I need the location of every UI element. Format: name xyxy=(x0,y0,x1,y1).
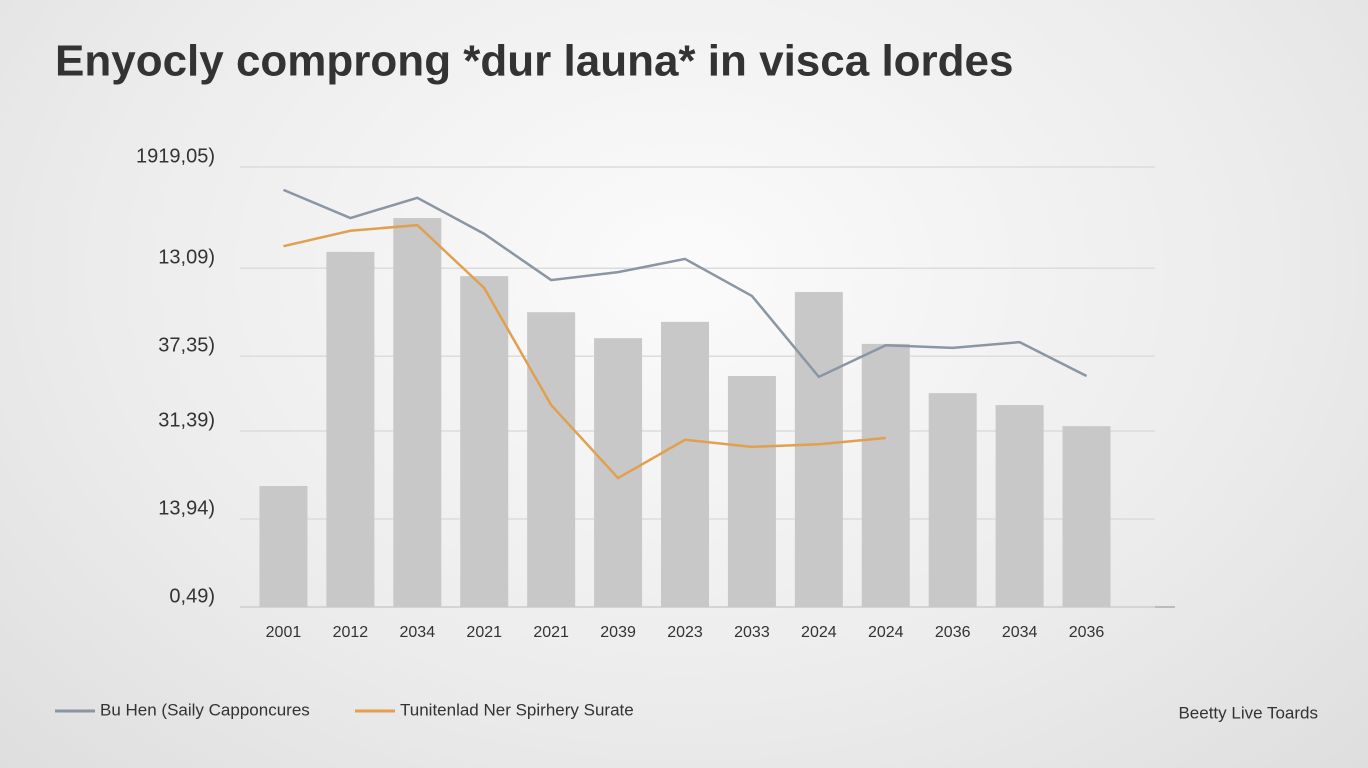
x-tick-label: 2039 xyxy=(600,624,636,641)
bar xyxy=(527,312,576,607)
bar xyxy=(326,251,375,608)
x-tick-label: 2023 xyxy=(667,624,703,641)
legend-label: Bu Hen (Saily Capponcures xyxy=(100,700,310,719)
y-tick-label: 1919,05) xyxy=(136,145,215,167)
x-tick-label: 2021 xyxy=(466,624,502,641)
chart-title: Enyocly comprong *dur launa* in visca lo… xyxy=(55,37,1013,86)
x-tick-label: 2024 xyxy=(801,624,837,641)
series-line xyxy=(283,223,886,480)
bar xyxy=(794,291,843,607)
bar xyxy=(594,338,643,607)
source-note: Beetty Live Toards xyxy=(1178,703,1318,722)
bar xyxy=(661,321,709,607)
bar xyxy=(259,486,308,607)
bar xyxy=(995,405,1044,607)
y-tick-label: 37,35) xyxy=(158,334,215,356)
bar xyxy=(928,393,977,607)
x-tick-label: 2012 xyxy=(333,624,369,641)
x-tick-label: 2034 xyxy=(400,624,436,641)
y-tick-label: 13,09) xyxy=(158,246,215,268)
bar xyxy=(861,343,910,607)
x-tick-label: 2033 xyxy=(734,624,770,641)
bar xyxy=(727,376,776,607)
x-tick-label: 2024 xyxy=(868,624,904,641)
legend-label: Tunitenlad Ner Spirhery Surate xyxy=(400,700,634,719)
y-tick-label: 13,94) xyxy=(158,497,215,519)
x-tick-label: 2021 xyxy=(533,624,569,641)
y-tick-label: 0,49) xyxy=(169,585,215,607)
x-tick-label: 2001 xyxy=(266,624,302,641)
y-tick-label: 31,39) xyxy=(158,409,215,431)
series-line xyxy=(282,188,1088,379)
x-tick-label: 2036 xyxy=(935,624,971,641)
bar xyxy=(393,218,442,608)
bar xyxy=(460,276,509,607)
x-tick-label: 2036 xyxy=(1069,624,1105,641)
bar xyxy=(1062,426,1111,607)
x-tick-label: 2034 xyxy=(1002,624,1038,641)
